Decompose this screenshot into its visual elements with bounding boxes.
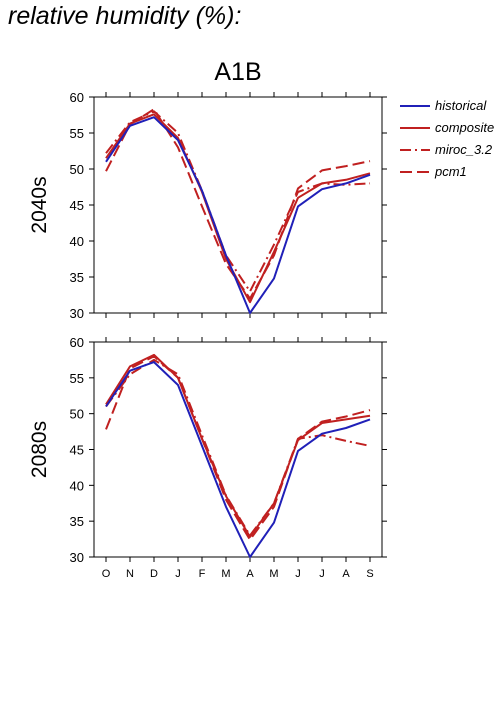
y-axis-label: 2080s bbox=[28, 421, 51, 478]
x-tick-label: S bbox=[366, 568, 373, 580]
y-tick-label: 40 bbox=[70, 478, 84, 493]
series-line-historical bbox=[105, 116, 371, 314]
y-tick-label: 35 bbox=[70, 270, 84, 285]
series-line-composite bbox=[105, 113, 371, 304]
y-tick-label: 30 bbox=[70, 550, 84, 565]
x-tick-label: M bbox=[269, 568, 278, 580]
y-tick-label: 30 bbox=[70, 306, 84, 321]
x-tick-label: A bbox=[246, 568, 254, 580]
y-tick-label: 35 bbox=[70, 514, 84, 529]
y-tick-label: 60 bbox=[70, 90, 84, 105]
x-tick-label: A bbox=[342, 568, 350, 580]
y-tick-label: 45 bbox=[70, 198, 84, 213]
legend-label: pcm1 bbox=[434, 164, 467, 179]
x-tick-label: J bbox=[175, 568, 181, 580]
y-axis-label: 2040s bbox=[28, 176, 51, 233]
x-tick-label: O bbox=[102, 568, 111, 580]
x-tick-label: J bbox=[295, 568, 301, 580]
x-tick-label: N bbox=[126, 568, 134, 580]
series-line-pcm1 bbox=[105, 355, 371, 541]
series-line-miroc-3-2 bbox=[105, 110, 371, 293]
page-heading: relative humidity (%): bbox=[8, 2, 242, 30]
x-tick-label: J bbox=[319, 568, 325, 580]
chart-title: A1B bbox=[214, 58, 261, 86]
plot-frame bbox=[93, 341, 383, 558]
series-line-pcm1 bbox=[105, 108, 371, 300]
legend-label: composite bbox=[435, 120, 494, 135]
legend-label: historical bbox=[435, 98, 487, 113]
y-tick-label: 55 bbox=[70, 126, 84, 141]
y-tick-label: 50 bbox=[70, 407, 84, 422]
legend-label: miroc_3.2 bbox=[435, 142, 493, 157]
x-tick-label: F bbox=[199, 568, 206, 580]
x-tick-label: M bbox=[221, 568, 230, 580]
legend: historical composite miroc_3.2 pcm1 bbox=[400, 98, 494, 179]
series-line-composite bbox=[105, 353, 371, 538]
panel-2040s: 30 35 40 45 50 55 60 2040s bbox=[28, 90, 387, 321]
y-tick-label: 50 bbox=[70, 162, 84, 177]
x-tick-label: D bbox=[150, 568, 158, 580]
series-line-miroc-3-2 bbox=[105, 358, 371, 537]
y-tick-label: 40 bbox=[70, 234, 84, 249]
series-line-historical bbox=[105, 361, 371, 558]
y-tick-label: 55 bbox=[70, 371, 84, 386]
y-tick-label: 60 bbox=[70, 335, 84, 350]
panel-2080s: 30 35 40 45 50 55 60 O N D J F M A M J J A S 2080s bbox=[28, 335, 387, 580]
y-tick-label: 45 bbox=[70, 443, 84, 458]
